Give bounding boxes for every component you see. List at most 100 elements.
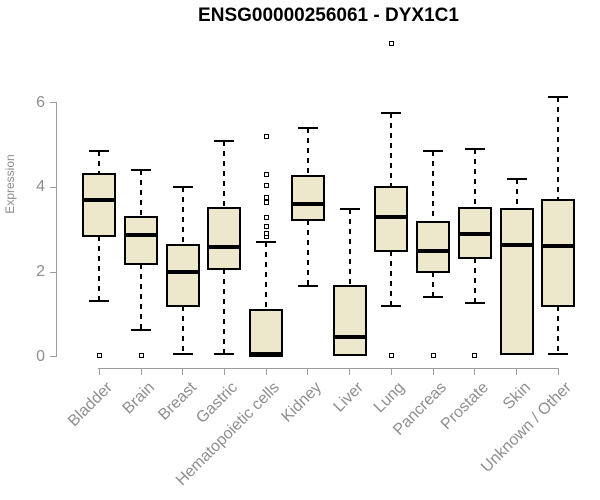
upper-whisker xyxy=(390,113,393,188)
median-line xyxy=(249,352,284,357)
x-tick-mark xyxy=(223,368,225,375)
upper-whisker-cap xyxy=(381,112,402,115)
median-line xyxy=(541,243,576,248)
upper-whisker xyxy=(265,242,268,311)
lower-whisker-cap xyxy=(172,352,193,355)
upper-whisker-cap xyxy=(297,127,318,130)
median-line xyxy=(165,270,200,274)
x-tick-mark xyxy=(390,368,392,375)
median-line xyxy=(82,198,117,203)
upper-whisker-cap xyxy=(89,150,110,153)
outlier-point xyxy=(263,214,269,220)
upper-whisker xyxy=(306,128,309,176)
lower-whisker xyxy=(98,236,101,301)
y-axis-line xyxy=(56,103,57,357)
outlier-point xyxy=(263,223,269,229)
x-category-label: Bladder xyxy=(65,379,117,431)
outlier-point xyxy=(138,352,144,358)
lower-whisker xyxy=(473,257,476,303)
lower-whisker-cap xyxy=(214,352,235,355)
upper-whisker xyxy=(515,178,518,209)
lower-whisker xyxy=(432,272,435,297)
upper-whisker xyxy=(348,208,351,287)
lower-whisker-cap xyxy=(464,301,485,304)
y-tick-mark xyxy=(50,356,57,358)
upper-whisker xyxy=(98,151,101,174)
x-tick-mark xyxy=(307,368,309,375)
outlier-point xyxy=(263,134,269,140)
iqr-box xyxy=(82,172,117,238)
iqr-box xyxy=(207,206,242,270)
lower-whisker xyxy=(181,305,184,354)
y-tick-label: 6 xyxy=(36,93,45,111)
x-tick-mark xyxy=(432,368,434,375)
lower-whisker xyxy=(390,250,393,306)
upper-whisker xyxy=(473,149,476,208)
lower-whisker-cap xyxy=(381,304,402,307)
x-category-label: Liver xyxy=(330,379,367,416)
upper-whisker-cap xyxy=(506,177,527,180)
iqr-box xyxy=(165,243,200,307)
y-tick-label: 4 xyxy=(36,178,45,196)
iqr-box xyxy=(541,198,576,307)
lower-whisker-cap xyxy=(131,329,152,332)
upper-whisker xyxy=(223,140,226,208)
outlier-point xyxy=(430,352,436,358)
upper-whisker-cap xyxy=(131,169,152,172)
upper-whisker-cap xyxy=(256,241,277,244)
chart-title: ENSG00000256061 - DYX1C1 xyxy=(198,5,459,26)
median-line xyxy=(457,231,492,236)
median-line xyxy=(374,214,409,219)
outlier-point xyxy=(472,352,478,358)
x-category-label: Skin xyxy=(499,379,534,414)
x-tick-mark xyxy=(140,368,142,375)
upper-whisker xyxy=(432,150,435,222)
lower-whisker-cap xyxy=(297,284,318,287)
iqr-box xyxy=(332,285,367,357)
x-category-label: Lung xyxy=(371,379,409,417)
x-tick-mark xyxy=(474,368,476,375)
x-tick-mark xyxy=(349,368,351,375)
lower-whisker xyxy=(140,263,143,331)
upper-whisker-cap xyxy=(172,186,193,189)
x-tick-mark xyxy=(516,368,517,375)
median-line xyxy=(124,232,159,237)
outlier-point xyxy=(388,352,394,358)
y-tick-mark xyxy=(50,186,57,188)
x-category-label: Breast xyxy=(155,379,200,424)
x-tick-mark xyxy=(182,368,184,375)
outlier-point xyxy=(263,172,269,178)
iqr-box xyxy=(499,207,534,356)
upper-whisker-cap xyxy=(214,139,235,142)
upper-whisker xyxy=(557,97,560,200)
lower-whisker-cap xyxy=(548,352,569,355)
upper-whisker-cap xyxy=(548,96,569,99)
x-tick-mark xyxy=(265,368,267,375)
y-tick-mark xyxy=(50,102,57,104)
iqr-box xyxy=(124,216,159,265)
median-line xyxy=(207,245,242,250)
x-category-label: Kidney xyxy=(278,379,325,426)
lower-whisker-cap xyxy=(423,295,444,298)
y-tick-label: 0 xyxy=(36,347,45,365)
upper-whisker xyxy=(181,187,184,245)
outlier-point xyxy=(263,230,269,236)
x-tick-mark xyxy=(557,368,559,375)
median-line xyxy=(499,242,534,247)
x-axis-line xyxy=(98,368,559,369)
median-line xyxy=(332,335,367,340)
lower-whisker-cap xyxy=(89,299,110,302)
x-category-label: Brain xyxy=(119,379,159,418)
outlier-point xyxy=(96,352,102,358)
upper-whisker-cap xyxy=(423,149,444,152)
iqr-box xyxy=(249,309,284,358)
upper-whisker xyxy=(140,170,143,217)
outlier-point xyxy=(263,195,269,201)
lower-whisker xyxy=(557,305,560,354)
iqr-box xyxy=(416,220,451,274)
lower-whisker xyxy=(223,268,226,354)
y-tick-label: 2 xyxy=(36,263,45,280)
median-line xyxy=(290,201,325,206)
median-line xyxy=(416,248,451,253)
